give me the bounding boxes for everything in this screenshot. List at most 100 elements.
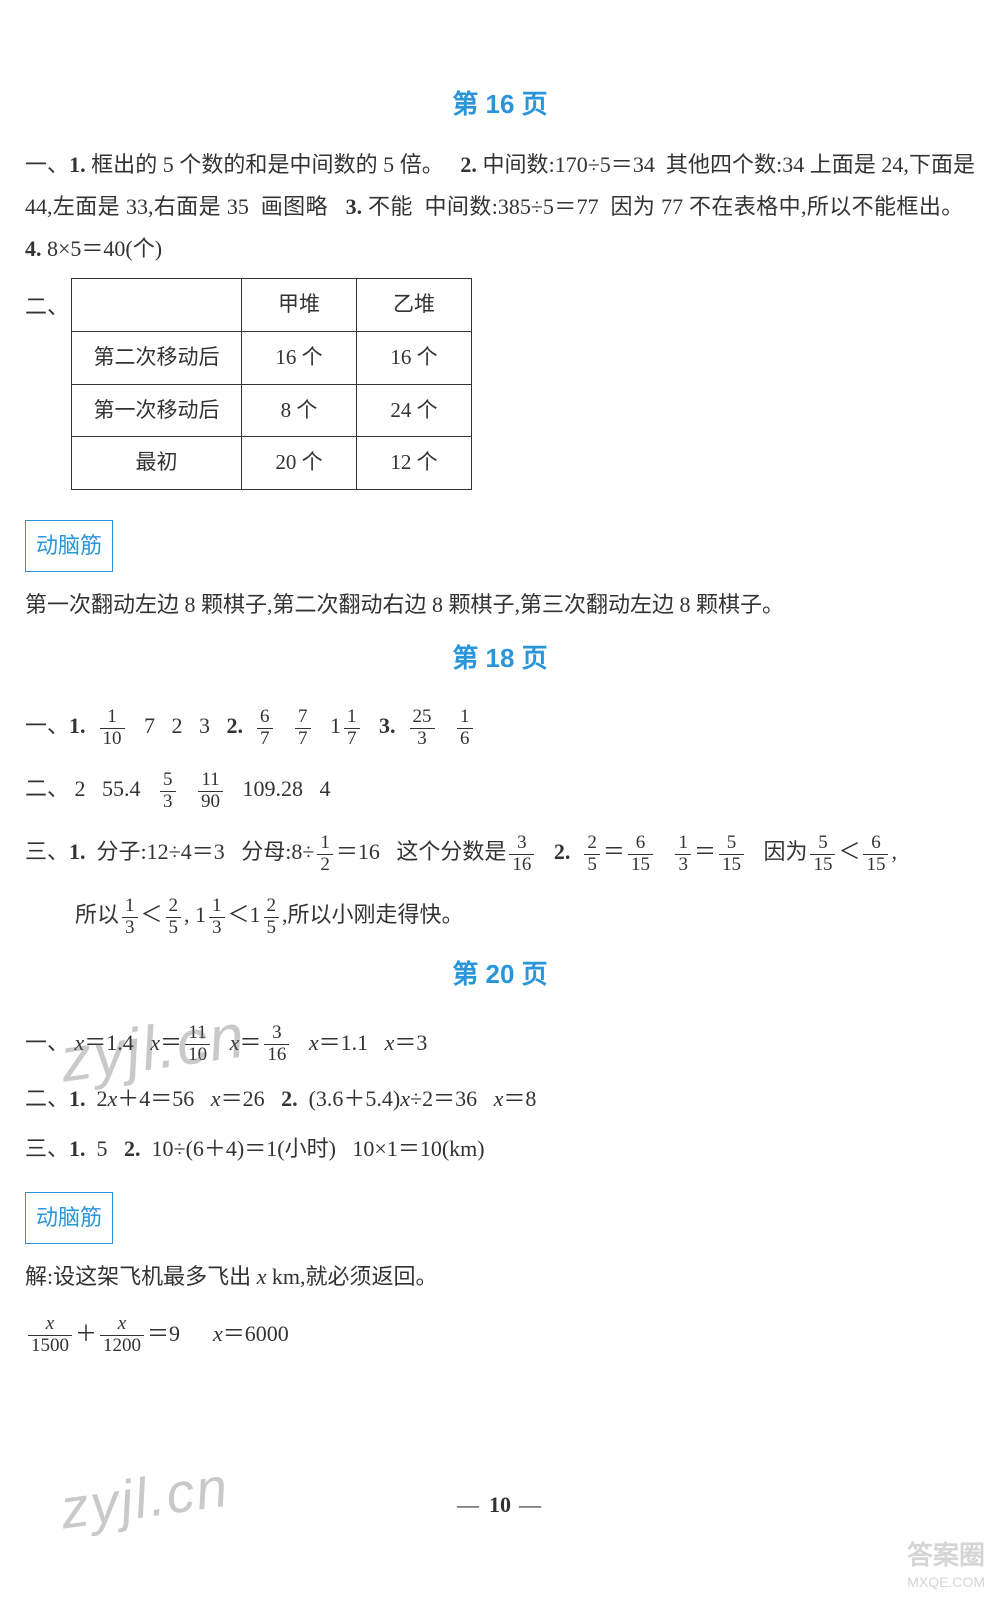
item-num: 2. <box>124 1136 141 1161</box>
val: ＝3 <box>394 1030 427 1055</box>
val: (3.6＋5.4) <box>309 1086 401 1111</box>
val: ＝26 <box>221 1086 265 1111</box>
label: 一、 <box>25 152 69 177</box>
label: 一、 <box>25 713 69 738</box>
logo-chars: 答案圈 <box>907 1539 985 1573</box>
fraction: 53 <box>160 770 176 813</box>
val: 55.4 <box>102 776 141 801</box>
page-heading-18: 第 18 页 <box>25 634 975 683</box>
p18-s1: 一、1. 110 7 2 3 2. 67 77 117 3. 253 16 <box>25 698 975 753</box>
text: 因为 77 不在表格中,所以不能框出。 <box>610 194 963 219</box>
fraction: 1190 <box>198 770 223 813</box>
val: 10×1＝10(km) <box>352 1136 484 1161</box>
text: 分母:8÷ <box>241 839 314 864</box>
fraction: 515 <box>810 833 835 876</box>
label: 二、 <box>25 776 69 801</box>
brain-text: 第一次翻动左边 8 颗棋子,第二次翻动右边 8 颗棋子,第三次翻动左边 8 颗棋… <box>25 584 975 626</box>
page-num-val: 10 <box>489 1492 511 1517</box>
cell <box>72 278 242 331</box>
text: ,所以小刚走得快。 <box>282 902 464 927</box>
fraction: 615 <box>628 833 653 876</box>
corner-logo: 答案圈 MXQE.COM <box>907 1539 985 1591</box>
p16-section1: 一、1. 框出的 5 个数的和是中间数的 5 倍。 2. 中间数:170÷5＝3… <box>25 144 975 269</box>
item-num: 3. <box>346 194 363 219</box>
fraction: x1500 <box>28 1314 72 1357</box>
table-row: 最初 20 个 12 个 <box>72 437 472 490</box>
val: 1 <box>195 902 206 927</box>
fraction: 12 <box>317 833 333 876</box>
val: 10÷(6＋4)＝1(小时) <box>152 1136 336 1161</box>
val: 3 <box>199 713 210 738</box>
fraction: 16 <box>457 707 473 750</box>
page-heading-20: 第 20 页 <box>25 950 975 999</box>
p20-s3: 三、1. 5 2. 10÷(6＋4)＝1(小时) 10×1＝10(km) <box>25 1128 975 1170</box>
fraction: 615 <box>863 833 888 876</box>
item-num: 1. <box>69 1086 86 1111</box>
brain-box: 动脑筋 <box>25 520 113 572</box>
brain-solution-line1: 解:设这架飞机最多飞出 x km,就必须返回。 <box>25 1256 975 1298</box>
fraction: 1110 <box>185 1023 210 1066</box>
cell: 16 个 <box>242 331 357 384</box>
val: 1 <box>330 713 341 738</box>
item-num: 1. <box>69 713 86 738</box>
text: 这个分数是 <box>396 839 506 864</box>
val: 5 <box>97 1136 108 1161</box>
fraction: 13 <box>122 896 138 939</box>
label: 二、 <box>25 278 69 328</box>
cell: 甲堆 <box>242 278 357 331</box>
cell: 8 个 <box>242 384 357 437</box>
val: 1 <box>250 902 261 927</box>
fraction: 25 <box>584 833 600 876</box>
text: 8×5＝40(个) <box>47 236 162 261</box>
label: 三、 <box>25 1136 69 1161</box>
text: 解:设这架飞机最多飞出 <box>25 1264 257 1289</box>
val: ＋4＝56 <box>117 1086 194 1111</box>
label: 二、 <box>25 1086 69 1111</box>
movement-table: 甲堆 乙堆 第二次移动后 16 个 16 个 第一次移动后 8 个 24 个 最… <box>71 278 472 491</box>
cell: 第二次移动后 <box>72 331 242 384</box>
cell: 16 个 <box>357 331 472 384</box>
logo-url: MXQE.COM <box>907 1573 985 1591</box>
text: 中间数:385÷5＝77 <box>425 194 599 219</box>
item-num: 2. <box>281 1086 298 1111</box>
p18-s3-line1: 三、1. 分子:12÷4＝3 分母:8÷12＝16 这个分数是316 2. 25… <box>25 824 975 879</box>
item-num: 1. <box>69 1136 86 1161</box>
fraction: 25 <box>166 896 182 939</box>
item-num: 3. <box>379 713 396 738</box>
val: ＝8 <box>503 1086 536 1111</box>
fraction: 13 <box>209 896 225 939</box>
fraction: 316 <box>509 833 534 876</box>
val: 2 <box>97 1086 108 1111</box>
val: ＝1.1 <box>319 1030 369 1055</box>
item-num: 2. <box>227 713 244 738</box>
fraction: 17 <box>344 707 360 750</box>
text: 分子:12÷4＝3 <box>97 839 225 864</box>
label: 一、 <box>25 1030 69 1055</box>
cell: 最初 <box>72 437 242 490</box>
item-num: 2. <box>554 839 571 864</box>
val: 2 <box>172 713 183 738</box>
fraction: 253 <box>410 707 435 750</box>
val: ＝9 <box>147 1321 180 1346</box>
table-row: 第二次移动后 16 个 16 个 <box>72 331 472 384</box>
val: ÷2＝36 <box>410 1086 477 1111</box>
cell: 20 个 <box>242 437 357 490</box>
fraction: 110 <box>100 707 125 750</box>
fraction: 25 <box>264 896 280 939</box>
text: 中间数:170÷5＝34 <box>482 152 654 177</box>
val: 4 <box>320 776 331 801</box>
fraction: 316 <box>264 1023 289 1066</box>
table-row: 甲堆 乙堆 <box>72 278 472 331</box>
page-number: —10— <box>0 1484 1000 1526</box>
item-num: 1. <box>69 839 86 864</box>
text: ＝16 <box>336 839 380 864</box>
fraction: 13 <box>675 833 691 876</box>
label: 三、 <box>25 839 69 864</box>
text: km,就必须返回。 <box>266 1264 437 1289</box>
cell: 24 个 <box>357 384 472 437</box>
text: 所以 <box>75 902 119 927</box>
val: 2 <box>75 776 86 801</box>
p16-section2: 二、 甲堆 乙堆 第二次移动后 16 个 16 个 第一次移动后 8 个 24 … <box>25 278 975 491</box>
cell: 第一次移动后 <box>72 384 242 437</box>
table-row: 第一次移动后 8 个 24 个 <box>72 384 472 437</box>
